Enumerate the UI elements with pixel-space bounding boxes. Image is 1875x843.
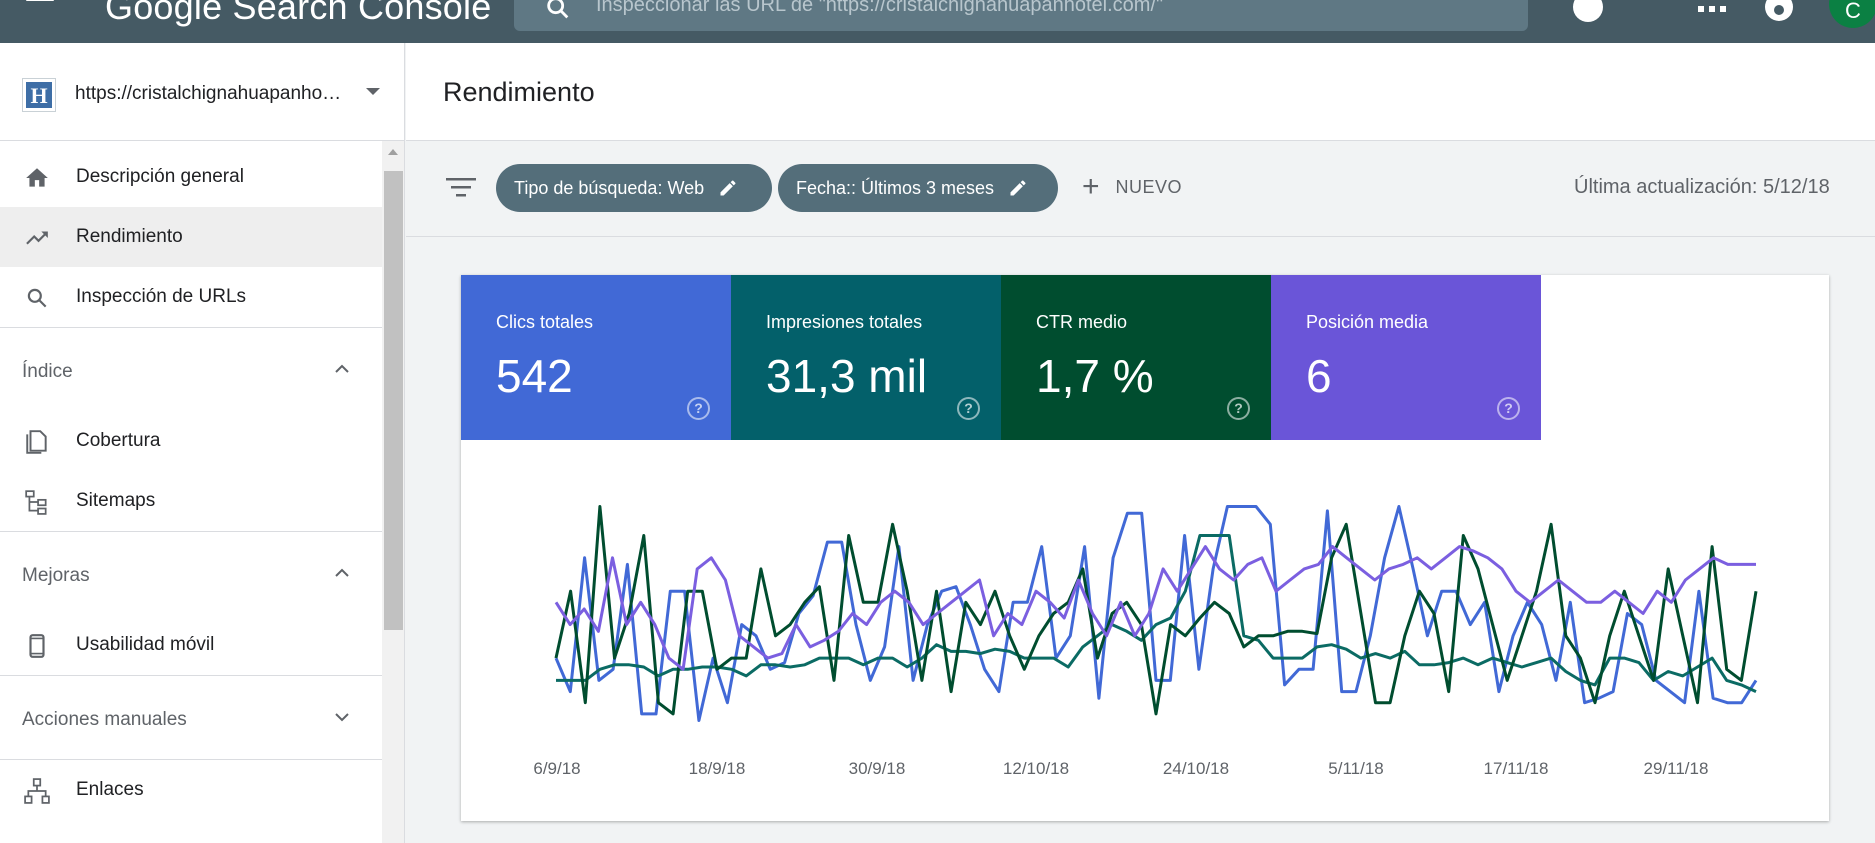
sidebar-item-sitemaps[interactable]: Sitemaps (0, 471, 382, 531)
sidebar-nav: Descripción general Rendimiento Inspecci… (0, 141, 382, 820)
edit-pencil-icon[interactable] (718, 178, 738, 198)
help-circle-icon[interactable]: ? (687, 397, 710, 420)
chip-label: Tipo de búsqueda: Web (514, 177, 705, 198)
section-label: Acciones manuales (22, 709, 187, 730)
sidebar-item-overview[interactable]: Descripción general (0, 147, 382, 207)
chevron-down-icon (335, 713, 349, 722)
section-index[interactable]: Índice (0, 327, 382, 411)
add-filter-button[interactable]: + NUEVO (1082, 170, 1183, 203)
property-favicon: H (22, 78, 56, 112)
page-header: Rendimiento (406, 43, 1875, 141)
x-axis-tick-label: 5/11/18 (1328, 759, 1383, 778)
property-selector[interactable]: H https://cristalchignahuapanhotel.com/ (0, 43, 404, 141)
chart-series-layer (554, 505, 1758, 722)
filter-icon[interactable] (446, 176, 476, 198)
metric-total-impressions[interactable]: Impresiones totales 31,3 mil ? (731, 275, 1001, 440)
sidebar-item-label: Usabilidad móvil (76, 634, 215, 655)
scrollbar-thumb[interactable] (384, 171, 403, 630)
x-axis-tick-label: 18/9/18 (689, 759, 746, 778)
help-circle-icon[interactable]: ? (1227, 397, 1250, 420)
date-filter-chip[interactable]: Fecha:: Últimos 3 meses (778, 164, 1058, 212)
property-url: https://cristalchignahuapanhotel.com/ (75, 83, 345, 104)
metric-value: 542 (496, 350, 573, 402)
chart-series-line (554, 505, 1758, 716)
metric-value: 31,3 mil (766, 350, 928, 402)
section-manual-actions[interactable]: Acciones manuales (0, 675, 382, 759)
metric-total-clicks[interactable]: Clics totales 542 ? (461, 275, 731, 440)
x-axis-tick-label: 29/11/18 (1644, 759, 1709, 778)
metric-value: 1,7 % (1036, 350, 1154, 402)
sidebar-scrollbar[interactable] (382, 141, 404, 843)
metric-average-ctr[interactable]: CTR medio 1,7 % ? (1001, 275, 1271, 440)
sidebar-item-links[interactable]: Enlaces (0, 760, 382, 820)
sidebar-item-coverage[interactable]: Cobertura (0, 411, 382, 471)
search-icon (27, 288, 47, 308)
trending-up-icon (26, 231, 48, 245)
sidebar: H https://cristalchignahuapanhotel.com/ … (0, 43, 405, 843)
app-title: Google Search Console (105, 0, 492, 27)
coverage-icon (26, 430, 47, 454)
menu-button[interactable] (20, 0, 60, 43)
sidebar-item-label: Rendimiento (76, 226, 183, 247)
section-enhancements[interactable]: Mejoras (0, 531, 382, 615)
metric-average-position[interactable]: Posición media 6 ? (1271, 275, 1541, 440)
last-update-text: Última actualización: 5/12/18 (1574, 176, 1830, 198)
sidebar-item-label: Enlaces (76, 779, 144, 800)
smartphone-icon (29, 634, 45, 658)
section-label: Índice (22, 361, 73, 382)
search-input[interactable] (596, 0, 1476, 20)
add-filter-label: NUEVO (1115, 176, 1183, 197)
menu-icon (26, 0, 54, 1)
sidebar-item-label: Descripción general (76, 166, 244, 187)
dropdown-caret-icon (366, 88, 380, 95)
divider (0, 759, 382, 760)
sitemap-icon (25, 490, 47, 515)
sidebar-item-label: Cobertura (76, 430, 161, 451)
sidebar-item-label: Sitemaps (76, 490, 156, 511)
sidebar-item-performance[interactable]: Rendimiento (0, 207, 382, 267)
page-title: Rendimiento (443, 77, 595, 107)
search-type-filter-chip[interactable]: Tipo de búsqueda: Web (496, 164, 772, 212)
sidebar-item-label: Inspección de URLs (76, 286, 247, 307)
chart-series-line (554, 545, 1756, 671)
chevron-up-icon (335, 364, 349, 373)
help-circle-icon[interactable]: ? (1497, 397, 1520, 420)
chip-label: Fecha:: Últimos 3 meses (796, 177, 995, 198)
edit-pencil-icon[interactable] (1008, 178, 1028, 198)
x-axis-tick-label: 24/10/18 (1163, 759, 1229, 778)
metric-value: 6 (1306, 350, 1332, 402)
x-axis-tick-label: 30/9/18 (849, 759, 906, 778)
section-label: Mejoras (22, 565, 90, 586)
links-icon (24, 778, 50, 804)
performance-card: Clics totales 542 ? Impresiones totales … (461, 275, 1829, 821)
help-circle-icon[interactable]: ? (957, 397, 980, 420)
sidebar-item-mobile-usability[interactable]: Usabilidad móvil (0, 615, 382, 675)
apps-grid-icon[interactable] (1695, 0, 1729, 24)
notifications-icon[interactable] (1762, 0, 1796, 24)
plus-icon: + (1082, 170, 1100, 203)
x-axis-tick-label: 12/10/18 (1003, 759, 1069, 778)
sidebar-item-url-inspection[interactable]: Inspección de URLs (0, 267, 382, 327)
metric-label: Impresiones totales (766, 312, 923, 332)
url-inspection-search[interactable] (514, 0, 1528, 31)
chart-x-tick-labels: 6/9/18 18/9/18 30/9/18 12/10/18 24/10/18 5/11… (533, 759, 1708, 778)
home-icon (26, 168, 48, 187)
chart-series-line (554, 505, 1758, 722)
filter-bar: Tipo de búsqueda: Web Fecha:: Últimos 3 … (406, 142, 1875, 237)
x-axis-tick-label: 6/9/18 (533, 759, 580, 778)
performance-line-chart: 6/9/18 18/9/18 30/9/18 12/10/18 24/10/18 5/11… (533, 505, 1758, 778)
top-app-bar: Google Search Console C (0, 0, 1875, 43)
metric-label: CTR medio (1036, 312, 1128, 332)
scroll-up-arrow-icon[interactable] (388, 149, 398, 155)
chevron-up-icon (335, 568, 349, 577)
metric-label: Posición media (1306, 312, 1429, 332)
account-avatar[interactable]: C (1829, 0, 1875, 28)
help-icon[interactable] (1571, 0, 1605, 24)
metric-label: Clics totales (496, 312, 594, 332)
search-icon (547, 0, 569, 19)
chart-series-line (556, 534, 1757, 693)
x-axis-tick-label: 17/11/18 (1484, 759, 1549, 778)
